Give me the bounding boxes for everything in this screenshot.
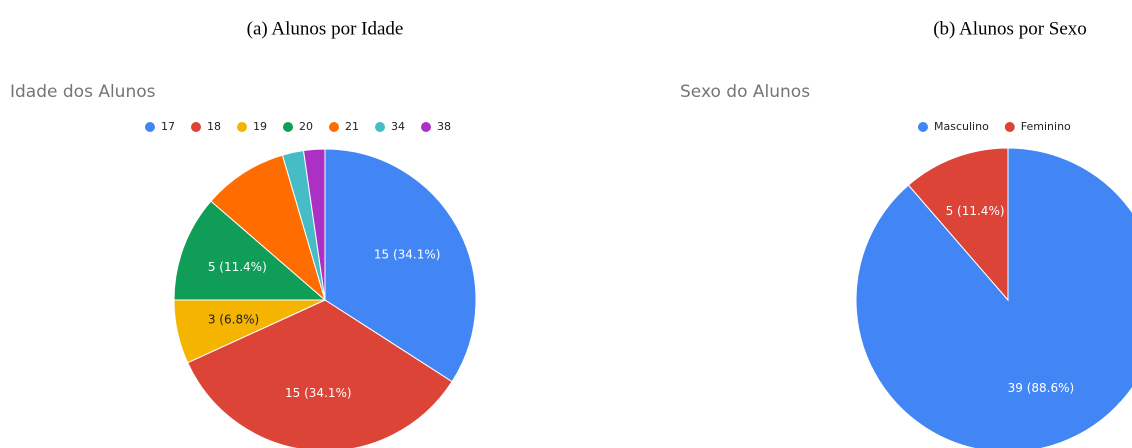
pie-slice (210, 154, 326, 302)
legend-swatch (1004, 122, 1015, 132)
slice-label: 5 (11.4%) (946, 204, 1005, 218)
slice-label: 39 (88.6%) (1008, 381, 1075, 395)
legend-swatch (918, 122, 928, 132)
pie-slice (324, 148, 477, 383)
legend-label: 21 (345, 120, 359, 133)
legend-swatch (237, 122, 247, 132)
legend-swatch (329, 122, 339, 132)
chart-title: Idade dos Alunos (10, 82, 156, 102)
pie-slice (907, 147, 1009, 302)
slice-label: 15 (34.1%) (285, 386, 352, 400)
legend-label: 38 (437, 120, 451, 133)
legend-swatch (283, 122, 293, 132)
slice-label: 5 (11.4%) (208, 260, 267, 274)
subfigure-caption: (a) Alunos por Idade (247, 18, 404, 39)
legend-label: 19 (253, 120, 267, 133)
slice-label: 15 (34.1%) (374, 248, 441, 262)
subfigure-caption: (b) Alunos por Sexo (933, 18, 1087, 39)
slice-label: 3 (6.8%) (208, 312, 259, 326)
legend-label: Feminino (1021, 120, 1071, 133)
chart-title: Sexo do Alunos (680, 82, 810, 102)
legend-swatch (375, 122, 385, 132)
pie-slice (302, 148, 326, 301)
legend-label: Masculino (934, 120, 989, 133)
legend-swatch (191, 122, 201, 132)
legend-swatch (145, 122, 155, 132)
legend-label: 17 (161, 120, 175, 133)
pie-slice (173, 200, 327, 301)
legend-label: 20 (299, 120, 313, 133)
legend-label: 18 (207, 120, 221, 133)
pie-slice (855, 147, 1132, 448)
legend-swatch (421, 122, 431, 132)
legend-label: 34 (391, 120, 405, 133)
pie-slice (186, 299, 453, 448)
